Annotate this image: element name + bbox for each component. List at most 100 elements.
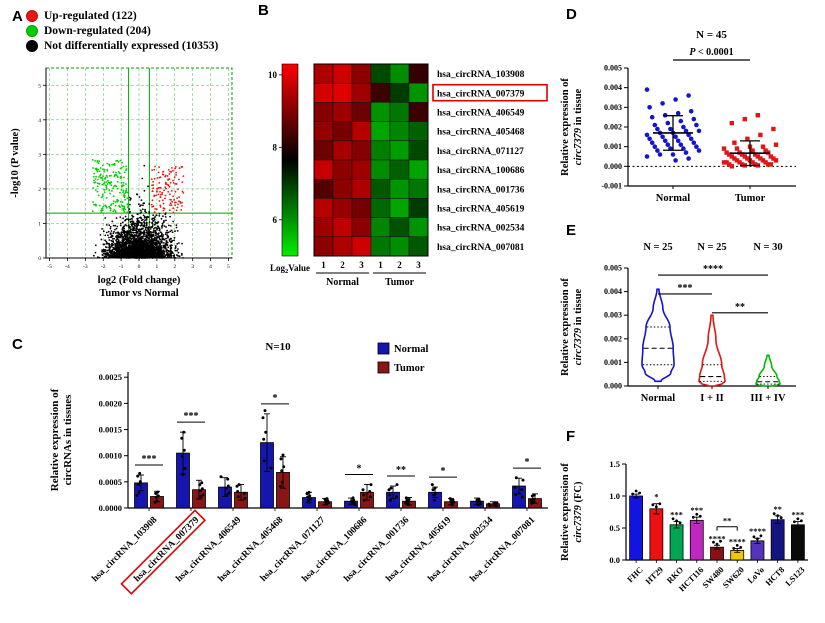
svg-text:0.003: 0.003 xyxy=(604,311,622,320)
cellline-ylabel: Relative expression of circ7379 (FC) xyxy=(560,463,584,561)
legend-dot-icon xyxy=(26,40,38,52)
legend-swatch xyxy=(377,342,390,355)
volcano-legend: Up-regulated (122) Down-regulated (204) No… xyxy=(26,10,218,55)
significance-stars: *** xyxy=(142,454,157,465)
svg-text:4: 4 xyxy=(38,118,41,124)
svg-text:0.004: 0.004 xyxy=(604,83,622,92)
svg-text:0.005: 0.005 xyxy=(604,64,622,73)
svg-text:2: 2 xyxy=(340,260,345,270)
svg-text:2: 2 xyxy=(397,260,402,270)
svg-text:0.000: 0.000 xyxy=(604,162,622,171)
svg-text:circ7379 in tissue: circ7379 in tissue xyxy=(573,88,584,165)
heatmap-row-label: hsa_circRNA_071127 xyxy=(437,147,524,157)
panel-label-c: C xyxy=(12,336,23,353)
volcano-ylabel: -log10 (P value) xyxy=(10,128,21,198)
svg-text:-5: -5 xyxy=(47,264,52,270)
x-category-label: LoVo xyxy=(745,565,766,586)
svg-text:-0.001: -0.001 xyxy=(601,182,622,191)
significance-stars: ** xyxy=(735,302,745,313)
svg-text:0.0000: 0.0000 xyxy=(99,503,122,513)
svg-text:1: 1 xyxy=(321,260,326,270)
significance-stars: ** xyxy=(723,516,732,526)
legend-label: Down-regulated (204) xyxy=(44,25,151,37)
svg-text:0.002: 0.002 xyxy=(604,334,622,343)
tissue-bar-chart: 0.0000 0.0005 0.0010 0.0015 0.0020 0.0025 *** h… xyxy=(6,330,558,622)
legend-dot-icon xyxy=(26,10,38,22)
cellline-bar-chart: 0.0 0.5 1.0 1.5 FHC * HT29 *** RKO *** HCT116 **** S… xyxy=(560,424,822,622)
svg-text:3: 3 xyxy=(38,152,41,158)
svg-text:LoVo: LoVo xyxy=(745,565,766,586)
svg-text:0.0025: 0.0025 xyxy=(99,372,122,382)
panel-label-b: B xyxy=(258,2,269,19)
significance-stars: *** xyxy=(690,505,703,515)
svg-text:10: 10 xyxy=(268,70,278,80)
svg-text:0.002: 0.002 xyxy=(604,123,622,132)
svg-text:0.0020: 0.0020 xyxy=(99,398,122,408)
svg-text:0: 0 xyxy=(38,256,41,262)
svg-text:0.000: 0.000 xyxy=(604,382,622,391)
volcano-svg: -5 -4 -3 -2 -1 0 1 2 3 4 5 0 1 2 3 4 5 log2 (Fold change)… xyxy=(10,67,233,299)
svg-text:0.003: 0.003 xyxy=(604,103,622,112)
significance-stars: ** xyxy=(773,504,782,514)
svg-text:Relative expression of: Relative expression of xyxy=(560,463,571,561)
n-label: N = 30 xyxy=(753,242,782,253)
heatmap-group-normal: Normal xyxy=(326,277,359,288)
significance-stars: **** xyxy=(729,536,746,546)
svg-text:2: 2 xyxy=(173,264,176,270)
legend-label: Up-regulated (122) xyxy=(44,10,137,22)
svg-text:Relative expression of: Relative expression of xyxy=(49,388,61,491)
panel-label-d: D xyxy=(566,6,577,23)
heatmap-group-tumor: Tumor xyxy=(385,277,415,288)
svg-text:FHC: FHC xyxy=(625,565,645,585)
volcano-grid xyxy=(46,68,232,259)
panel-label-e: E xyxy=(566,222,577,239)
p-value-label: P < 0.0001 xyxy=(689,47,733,58)
legend-swatch xyxy=(377,361,390,374)
x-group-label: Tumor xyxy=(735,193,766,204)
svg-text:0.5: 0.5 xyxy=(609,523,620,533)
heatmap-row-label: hsa_circRNA_007379 xyxy=(437,89,525,99)
svg-text:Tumor vs Normal: Tumor vs Normal xyxy=(99,288,178,299)
svg-text:0.0015: 0.0015 xyxy=(99,425,122,435)
svg-text:-2: -2 xyxy=(101,264,106,270)
x-category-label: SW620 xyxy=(720,565,745,590)
highlight-box xyxy=(432,83,548,102)
svg-text:Relative expression of: Relative expression of xyxy=(560,78,571,176)
legend-label: Tumor xyxy=(394,363,425,374)
significance-stars: * xyxy=(441,466,446,477)
significance-stars: **** xyxy=(709,533,726,543)
legend-label: Normal xyxy=(394,344,428,355)
n-label: N = 25 xyxy=(697,242,726,253)
svg-text:6: 6 xyxy=(273,215,278,225)
svg-text:0.005: 0.005 xyxy=(604,264,622,273)
significance-stars: * xyxy=(357,463,362,474)
svg-text:0.001: 0.001 xyxy=(604,358,622,367)
svg-text:-4: -4 xyxy=(65,264,70,270)
svg-text:1: 1 xyxy=(156,264,159,270)
volcano-xlabel: log2 (Fold change) xyxy=(98,275,181,286)
significance-stars: *** xyxy=(678,283,693,294)
svg-text:1.0: 1.0 xyxy=(609,491,620,501)
tissue-scatter-plot: -0.001 0.000 0.001 0.002 0.003 0.004 0.005 Norm… xyxy=(560,6,822,218)
heatmap-colorbar xyxy=(281,63,299,257)
cellline-bars-svg: 0.00.51.01.5FHC*HT29***RKO***HCT116****S… xyxy=(560,459,808,593)
svg-text:HT29: HT29 xyxy=(643,565,665,587)
volcano-legend-item: Not differentially expressed (10353) xyxy=(26,40,218,52)
panel-label-f: F xyxy=(566,428,576,445)
heatmap-row-label: hsa_circRNA_001736 xyxy=(437,185,525,195)
significance-stars: **** xyxy=(749,526,766,536)
svg-text:-log10 (P value): -log10 (P value) xyxy=(10,128,21,198)
svg-text:1: 1 xyxy=(378,260,383,270)
svg-text:-3: -3 xyxy=(83,264,88,270)
significance-stars: * xyxy=(654,492,658,502)
svg-text:SW480: SW480 xyxy=(700,565,725,590)
svg-text:0.0005: 0.0005 xyxy=(99,477,122,487)
x-category-label: FHC xyxy=(625,565,645,585)
significance-stars: *** xyxy=(184,411,199,422)
heatmap-row-label: hsa_circRNA_007081 xyxy=(437,243,525,253)
volcano-legend-item: Down-regulated (204) xyxy=(26,25,218,37)
significance-stars: ** xyxy=(396,465,406,476)
x-group-label: Normal xyxy=(656,193,690,204)
stage-violin-plot: 0.000 0.001 0.002 0.003 0.004 0.005 Normal N = … xyxy=(560,220,822,425)
x-category-label: HT29 xyxy=(643,565,665,587)
